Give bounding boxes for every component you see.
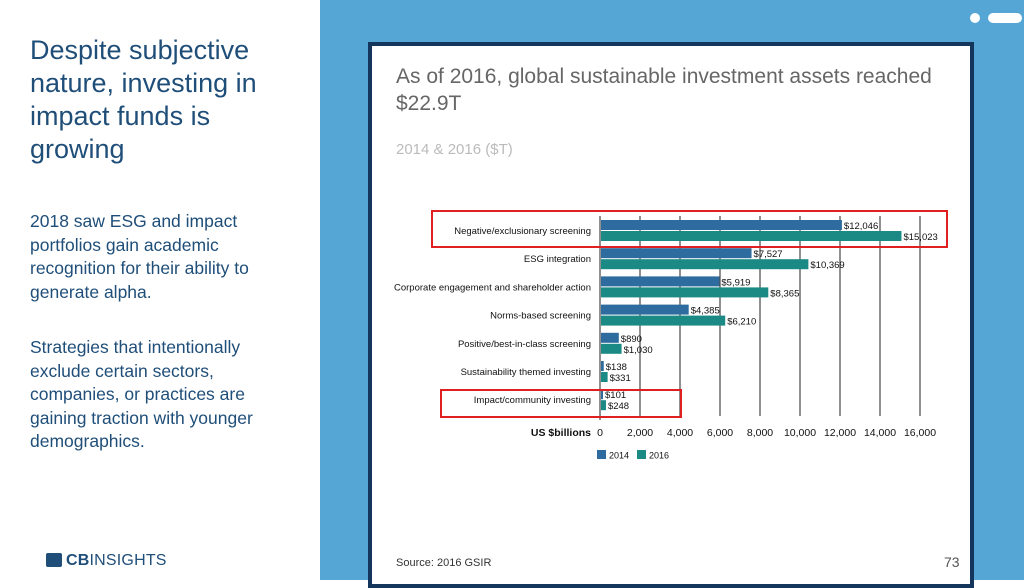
highlight-box [431, 210, 948, 248]
x-tick-label: 8,000 [747, 427, 773, 439]
chart-title: As of 2016, global sustainable investmen… [396, 65, 932, 115]
logo-mark-icon [46, 553, 62, 567]
bar-value-label: $101 [605, 390, 626, 401]
x-tick-label: 2,000 [627, 427, 653, 439]
camera-dot-icon [970, 13, 980, 23]
chart-bars [601, 220, 902, 411]
x-tick-label: 16,000 [904, 427, 936, 439]
x-tick-label: 12,000 [824, 427, 856, 439]
bar-2016 [601, 400, 606, 411]
category-label: Norms-based screening [490, 311, 591, 322]
bar-2016 [601, 259, 809, 270]
legend-swatch [597, 450, 606, 459]
chart-source: Source: 2016 GSIR [396, 557, 492, 569]
speaker-bar-icon [988, 13, 1022, 23]
bar-value-label: $248 [608, 401, 629, 412]
category-label: Sustainability themed investing [461, 367, 591, 378]
bar-value-label: $10,369 [810, 260, 844, 271]
bar-value-label: $12,046 [844, 221, 878, 232]
highlight-box [440, 389, 682, 418]
bar-value-label: $1,030 [624, 345, 653, 356]
bar-value-label: $138 [606, 362, 627, 373]
bar-2016 [601, 231, 902, 241]
body-paragraph-1: 2018 saw ESG and impact portfolios gain … [30, 211, 249, 302]
bar-2014 [601, 332, 619, 343]
slide-title: Despite subjective nature, investing in … [30, 35, 257, 164]
bar-2014 [601, 220, 842, 230]
body-paragraph-2: Strategies that intentionally exclude ce… [30, 337, 253, 451]
bar-2016 [601, 315, 726, 326]
x-tick-label: 10,000 [784, 427, 816, 439]
category-label: Negative/exclusionary screening [454, 226, 591, 237]
bar-2014 [601, 248, 752, 259]
bar-2016 [601, 372, 608, 382]
bar-2016 [601, 287, 769, 298]
category-label: Impact/community investing [474, 395, 591, 406]
bar-2016 [601, 343, 622, 354]
cbinsights-logo: CBINSIGHTS [46, 552, 167, 570]
bar-value-label: $331 [610, 373, 631, 384]
category-label: Corporate engagement and shareholder act… [394, 282, 591, 293]
bar-value-label: $7,527 [754, 249, 783, 260]
x-axis-label: US $billions [531, 427, 591, 439]
tablet-screen-frame [368, 42, 974, 588]
bar-2014 [601, 276, 720, 287]
chart-highlights [431, 210, 948, 418]
x-tick-label: 0 [597, 427, 603, 439]
bar-value-label: $8,365 [770, 288, 799, 299]
bar-2014 [601, 389, 604, 400]
bar-value-label: $4,385 [691, 306, 720, 317]
x-tick-label: 14,000 [864, 427, 896, 439]
bar-value-label: $890 [621, 334, 642, 345]
page-number: 73 [944, 554, 960, 570]
logo-bold-text: CB [66, 552, 90, 569]
left-panel: Despite subjective nature, investing in … [0, 0, 320, 580]
legend-label: 2014 [609, 451, 629, 461]
logo-rest-text: INSIGHTS [89, 552, 167, 569]
bar-2014 [601, 304, 689, 315]
chart-subtitle: 2014 & 2016 ($T) [396, 141, 513, 158]
bar-2014 [601, 361, 604, 371]
category-label: ESG integration [524, 254, 591, 265]
chart-labels: 0 2,000 4,000 6,000 8,000 10,000 12,000 14,000 1… [394, 221, 938, 461]
bar-value-label: $15,023 [903, 232, 937, 243]
bar-value-label: $5,919 [721, 277, 750, 288]
x-tick-label: 6,000 [707, 427, 733, 439]
legend-label: 2016 [649, 451, 669, 461]
bar-value-label: $6,210 [727, 317, 756, 328]
legend-swatch [637, 450, 646, 459]
category-label: Positive/best-in-class screening [458, 339, 591, 350]
x-tick-label: 4,000 [667, 427, 693, 439]
